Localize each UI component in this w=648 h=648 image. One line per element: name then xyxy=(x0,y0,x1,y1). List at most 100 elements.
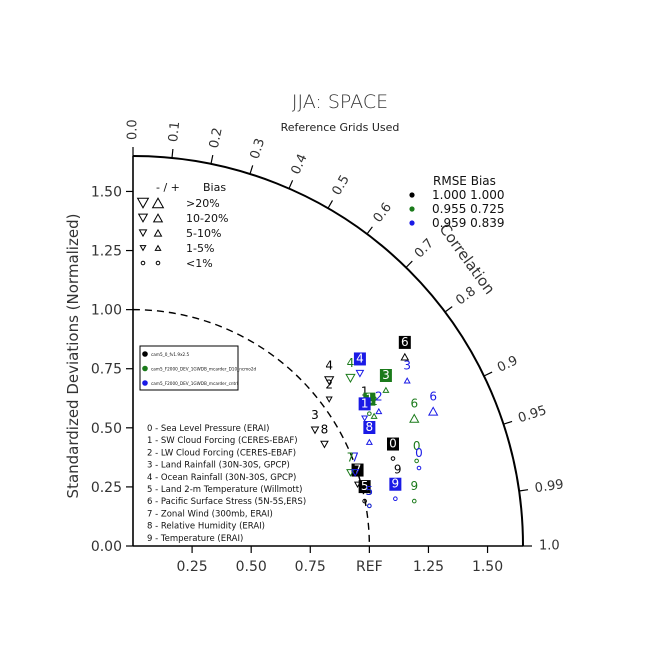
data-point-marker xyxy=(325,396,333,403)
rmse-legend-dot xyxy=(409,206,415,212)
correlation-tick-mark xyxy=(483,371,493,377)
data-point-label: 2 xyxy=(370,394,378,408)
case-legend-dot xyxy=(142,351,148,357)
correlation-tick-label: 0.7 xyxy=(412,236,437,261)
outer-correlation-arc xyxy=(132,155,524,547)
data-point-label: 3 xyxy=(311,408,319,422)
bias-legend-label: 1-5% xyxy=(186,242,214,255)
reference-arc xyxy=(132,308,371,547)
data-point-marker xyxy=(428,406,439,416)
x-tick-label: 0.25 xyxy=(177,559,208,575)
data-point-label-box xyxy=(358,480,371,494)
data-point-label: 3 xyxy=(382,368,390,382)
data-point-label: 1 xyxy=(361,385,369,399)
data-point-marker xyxy=(355,369,365,378)
y-tick-label: 0.00 xyxy=(91,539,122,555)
bias-legend-positive-marker xyxy=(151,197,165,209)
case-legend-box xyxy=(139,345,239,391)
correlation-tick-label: 0.6 xyxy=(371,200,395,226)
x-tick-label: 0.75 xyxy=(295,559,326,575)
x-tick-label: 1.25 xyxy=(413,559,444,575)
bias-legend-label: 10-20% xyxy=(186,212,228,225)
data-point-label: 5 xyxy=(366,484,374,498)
data-point-marker xyxy=(353,481,362,488)
bias-legend-positive-marker xyxy=(155,260,161,266)
correlation-tick-mark xyxy=(444,306,453,313)
correlation-tick-mark xyxy=(366,226,373,235)
rmse-legend-dot xyxy=(409,220,415,226)
case-legend-dot xyxy=(142,380,148,386)
y-tick-label: 1.50 xyxy=(91,184,122,200)
data-point-marker xyxy=(346,469,355,477)
data-point-label: 2 xyxy=(375,389,383,403)
correlation-tick-mark xyxy=(210,154,214,164)
variable-legend-item: 2 - LW Cloud Forcing (CERES-EBAF) xyxy=(147,448,296,458)
case-legend-label: cam5_F2000_DEV_1GWDB_mcarder_D10_ncmo2d xyxy=(151,366,256,371)
variable-legend-item: 1 - SW Cloud Forcing (CERES-EBAF) xyxy=(147,436,298,446)
data-point-marker xyxy=(409,413,420,423)
x-tick-label: 0.50 xyxy=(236,559,267,575)
data-point-marker xyxy=(367,411,372,416)
correlation-tick-label: 0.9 xyxy=(495,353,520,376)
data-point-label: 4 xyxy=(347,356,355,370)
data-point-marker xyxy=(416,465,422,471)
case-legend-label: cam5_0_fv1.9x2.5 xyxy=(151,352,190,357)
y-tick-label: 1.25 xyxy=(91,244,122,260)
bias-legend-bias-header: Bias xyxy=(203,181,226,194)
data-point-label-box xyxy=(398,335,411,349)
variable-legend-item: 8 - Relative Humidity (ERAI) xyxy=(147,522,265,532)
correlation-tick-mark xyxy=(503,420,513,425)
bias-legend-negative-marker xyxy=(139,245,147,252)
variable-legend-item: 4 - Ocean Rainfall (30N-30S, GPCP) xyxy=(147,473,296,483)
bias-legend-positive-marker xyxy=(153,228,163,237)
rmse-legend-header: RMSE Bias xyxy=(433,174,496,188)
correlation-tick-label: 0.99 xyxy=(534,477,565,496)
correlation-tick-label: 0.5 xyxy=(330,173,353,198)
data-point-marker xyxy=(367,503,372,509)
data-point-marker xyxy=(411,498,417,504)
data-point-label-box xyxy=(353,352,366,366)
data-point-label: 9 xyxy=(392,477,400,491)
data-point-marker xyxy=(365,438,373,445)
data-point-marker xyxy=(310,426,320,435)
case-legend-dot xyxy=(142,365,148,372)
data-point-marker xyxy=(400,352,410,361)
data-point-label: 0 xyxy=(415,446,423,460)
data-point-label: 7 xyxy=(351,451,359,465)
correlation-tick-mark xyxy=(327,200,334,209)
data-point-marker xyxy=(403,377,411,384)
data-point-label: 9 xyxy=(394,463,402,477)
data-point-label: 5 xyxy=(366,484,374,498)
data-point-marker xyxy=(375,407,383,415)
correlation-tick-label: 0.3 xyxy=(248,137,269,161)
data-point-marker xyxy=(361,415,369,422)
data-point-label: 3 xyxy=(403,359,411,373)
chart-title: JJA: SPACE xyxy=(292,91,388,113)
bias-legend-negative-marker xyxy=(137,213,149,223)
data-point-label-box xyxy=(363,421,376,434)
data-point-label: 5 xyxy=(361,479,369,493)
y-tick-label: 0.50 xyxy=(91,421,122,437)
correlation-tick-mark xyxy=(405,260,413,268)
correlation-tick-mark xyxy=(519,489,529,492)
correlation-tick-label: 0.8 xyxy=(453,284,479,308)
bias-legend-negative-marker xyxy=(136,197,150,209)
y-tick-label: 1.00 xyxy=(91,303,122,319)
x-tick-label: 1.50 xyxy=(472,559,503,575)
data-point-label-box xyxy=(387,437,399,451)
data-point-marker xyxy=(320,440,329,449)
correlation-tick-label: 0.4 xyxy=(289,152,311,177)
data-point-marker xyxy=(370,412,378,419)
rmse-legend-dot xyxy=(409,192,415,198)
rmse-legend-values: 0.955 0.725 xyxy=(432,202,505,216)
variable-legend-item: 5 - Land 2-m Temperature (Willmott) xyxy=(147,485,302,495)
bias-legend-label: <1% xyxy=(186,257,213,270)
data-point-label: 0 xyxy=(413,439,421,453)
data-point-label: 4 xyxy=(356,351,364,365)
correlation-tick-mark xyxy=(288,180,294,189)
rmse-legend-values: 1.000 1.000 xyxy=(432,188,505,202)
correlation-tick-label: 1.0 xyxy=(539,539,560,554)
data-point-marker xyxy=(345,373,356,384)
data-point-marker xyxy=(390,456,396,461)
